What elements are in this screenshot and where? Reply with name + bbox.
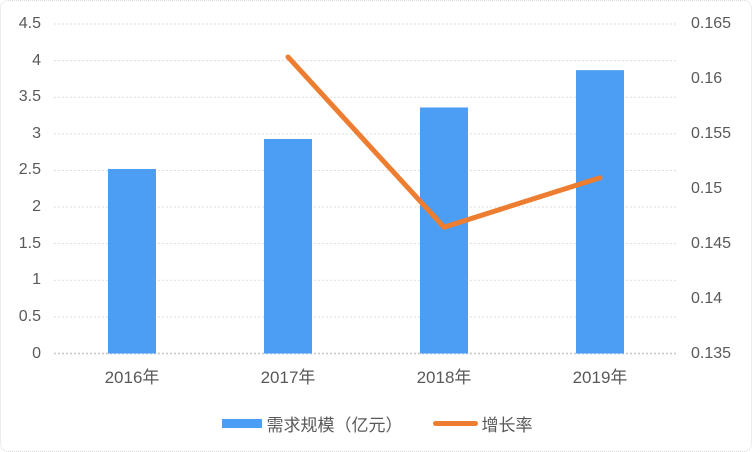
growth-rate-line [285,54,603,230]
x-axis-label-2016: 2016年 [104,368,160,387]
bar-2016 [108,168,156,354]
left-axis-tick: 4.5 [18,15,41,32]
line-series-label: 增长率 [481,415,533,435]
bar-2018 [420,107,468,354]
bar-2019 [576,70,624,354]
right-axis-tick: 0.145 [691,234,732,252]
left-axis-tick: 4 [32,51,41,69]
right-axis-tick: 0.16 [691,69,723,87]
right-axis-tick: 0.155 [691,124,732,142]
legend: 需求规模（亿元） 增长率 [1,406,751,440]
left-axis-tick: 0 [32,344,41,362]
bar-2017 [264,138,312,354]
left-axis-tick: 2 [32,198,41,216]
x-axis-label-2019: 2019年 [572,368,628,387]
right-axis-tick: 0.135 [691,344,732,362]
left-axis-tick: 1 [32,271,41,289]
legend-item-demand: 需求规模（亿元） [221,411,403,436]
left-axis-tick: 0.5 [18,307,41,325]
bar-series-swatch [221,418,262,428]
left-axis-tick: 1.5 [18,234,41,252]
left-axis-tick: 2.5 [18,161,41,179]
line-series-swatch [432,420,478,426]
legend-item-growth-rate: 增长率 [432,411,533,436]
x-axis-label-2018: 2018年 [416,368,472,387]
right-axis-tick: 0.165 [691,15,732,32]
left-axis-tick: 3 [32,124,41,142]
right-axis-tick: 0.15 [691,179,723,197]
left-axis-tick: 3.5 [18,88,41,106]
bar-series-label: 需求规模（亿元） [266,415,403,435]
right-axis-tick: 0.14 [691,289,723,307]
x-axis-label-2017: 2017年 [260,368,316,387]
